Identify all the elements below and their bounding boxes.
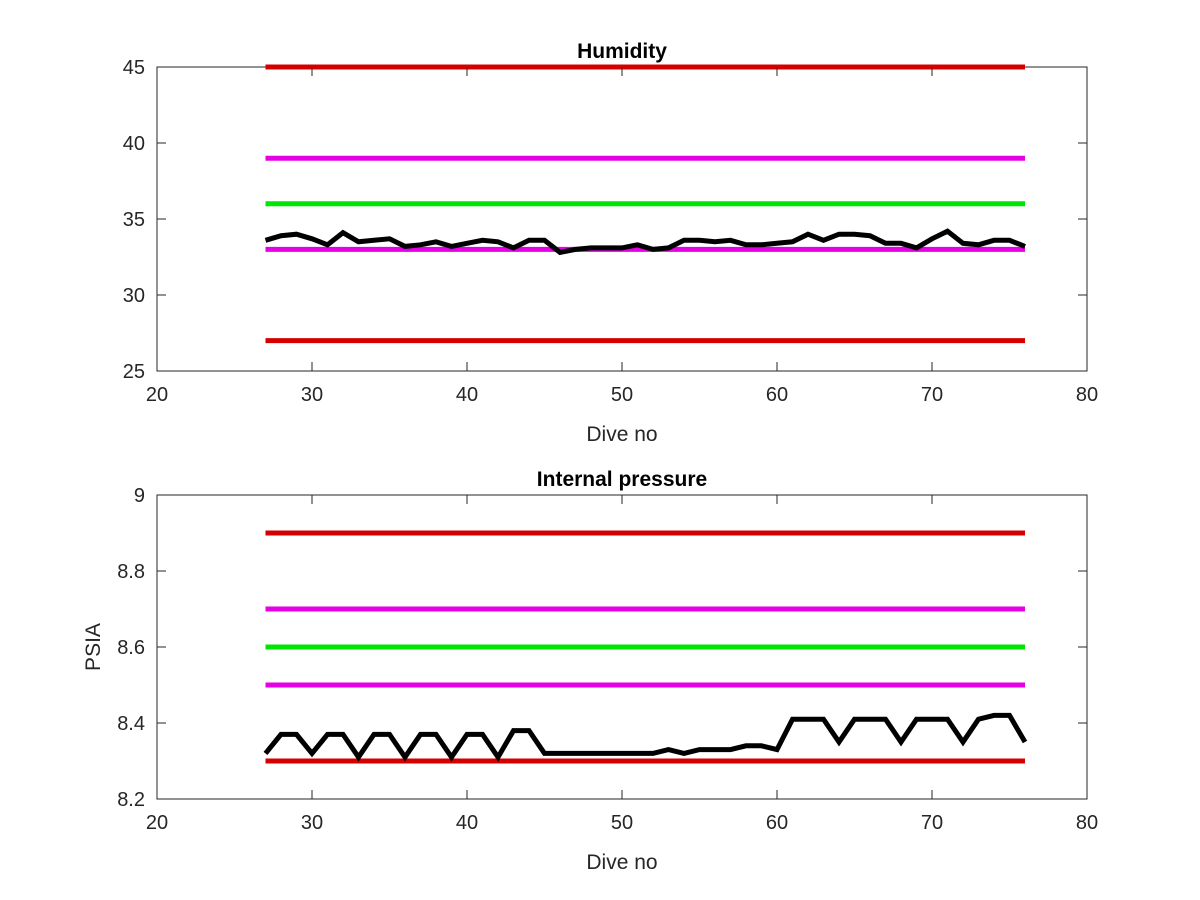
y-tick-label: 8.8 [117, 561, 145, 583]
x-tick-label: 20 [146, 384, 168, 406]
y-tick-label: 9 [134, 485, 145, 507]
x-tick-label: 70 [921, 812, 943, 834]
y-tick-label: 8.6 [117, 637, 145, 659]
y-axis-label: PSIA [82, 623, 105, 671]
internal-pressure-subplot: 20 30 40 50 60 70 80 8.2 8.4 8.6 8.8 9 Internal pres… [82, 468, 1098, 874]
measured-series-line [264, 228, 1026, 256]
x-tick-label: 70 [921, 384, 943, 406]
x-tick-label: 60 [766, 384, 788, 406]
x-tick-label: 40 [456, 812, 478, 834]
y-tick-label: 8.2 [117, 789, 145, 811]
chart-title: Humidity [577, 40, 667, 63]
x-tick-label: 50 [611, 812, 633, 834]
y-tick-label: 30 [123, 285, 145, 307]
x-tick-label: 30 [301, 812, 323, 834]
y-tick-label: 40 [123, 133, 145, 155]
x-tick-label: 80 [1076, 384, 1098, 406]
y-tick-label: 35 [123, 209, 145, 231]
x-axis-label: Dive no [586, 851, 657, 874]
measured-series-line [263, 712, 1028, 762]
x-tick-label: 40 [456, 384, 478, 406]
x-tick-label: 20 [146, 812, 168, 834]
chart-title: Internal pressure [537, 468, 707, 491]
x-tick-label: 50 [611, 384, 633, 406]
y-tick-label: 25 [123, 361, 145, 383]
y-tick-label: 45 [123, 57, 145, 79]
x-tick-label: 80 [1076, 812, 1098, 834]
x-axis-label: Dive no [586, 423, 657, 446]
x-tick-label: 60 [766, 812, 788, 834]
axes-box [156, 66, 1088, 372]
x-tick-label: 30 [301, 384, 323, 406]
y-tick-label: 8.4 [117, 713, 145, 735]
humidity-subplot: 20 30 40 50 60 70 80 25 30 35 40 45 Humidity Dive no [123, 40, 1098, 446]
